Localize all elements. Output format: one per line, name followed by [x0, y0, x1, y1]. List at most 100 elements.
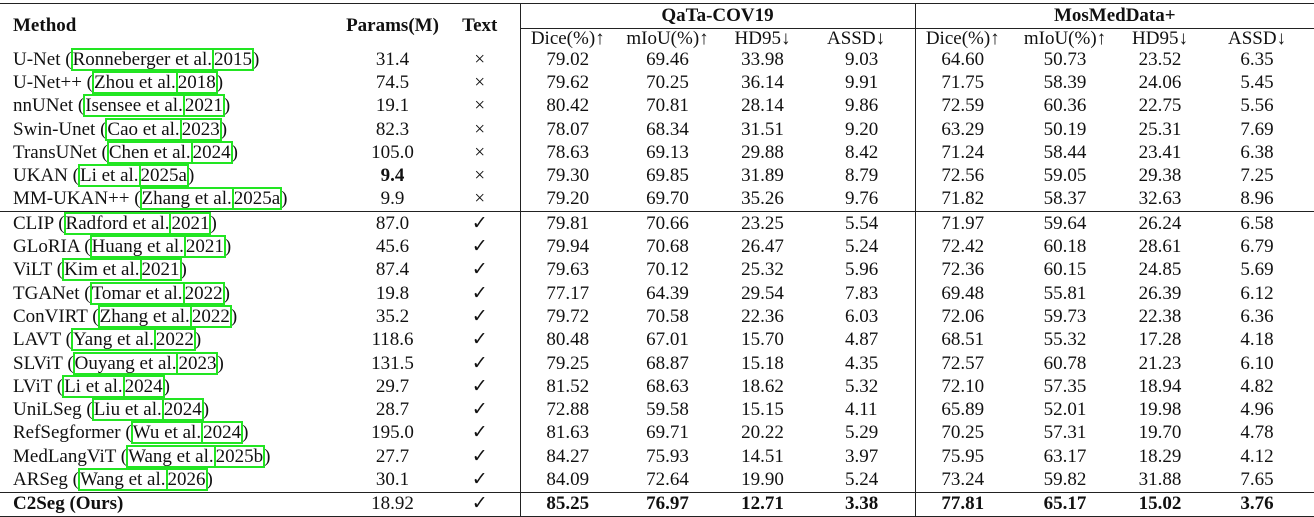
mos-assd-cell: 5.45 [1240, 71, 1274, 93]
method-cell: Swin-Unet (Cao et al. 2023) [13, 117, 228, 141]
citation-year-link[interactable]: 2021 [183, 235, 226, 259]
params-cell: 28.7 [375, 399, 410, 421]
method-cell: SLViT (Ouyang et al. 2023) [13, 351, 224, 375]
citation-authors-link[interactable]: Cao et al. [105, 117, 182, 141]
text-cell: ✓ [471, 329, 488, 351]
mos-miou-cell: 60.78 [1043, 352, 1087, 374]
qata-dice-cell: 79.62 [519, 71, 615, 95]
citation-authors-link[interactable]: Zhang et al. [139, 187, 234, 211]
qata-assd-cell: 6.03 [845, 305, 879, 327]
citation-authors-link[interactable]: Tomar et al. [89, 281, 185, 305]
citation-authors-link[interactable]: Li et al. [62, 374, 125, 398]
citation-authors-link[interactable]: Zhang et al. [97, 304, 192, 328]
header-mos-dice: Dice(%)↑ [914, 28, 1011, 48]
table-row: C2Seg (Ours) 18.92 ✓ 85.25 76.97 12.71 3.38 77.… [0, 491, 1314, 517]
citation-year-link[interactable]: 2022 [189, 304, 232, 328]
header-qata-miou: mIoU(%)↑ [626, 27, 709, 49]
method-cell: ARSeg (Wang et al. 2026) [13, 467, 213, 491]
citation-authors-link[interactable]: Yang et al. [70, 328, 156, 352]
table-row: U-Net++ (Zhou et al. 2018) 74.5 × 79.62 70.25… [0, 70, 1314, 95]
method-cell: UniLSeg (Liu et al. 2024) [13, 398, 210, 422]
mos-miou-cell: 58.44 [1043, 141, 1087, 163]
citation-authors-link[interactable]: Isensee et al. [83, 94, 185, 118]
citation-authors-link[interactable]: Huang et al. [89, 235, 186, 259]
qata-miou-cell: 70.66 [615, 211, 720, 236]
params-cell: 27.7 [375, 445, 410, 467]
citation-year-link[interactable]: 2015 [212, 47, 255, 71]
citation-year-link[interactable]: 2025b [213, 444, 266, 468]
params-cell: 195.0 [371, 422, 414, 444]
citation-year-link[interactable]: 2023 [176, 351, 219, 375]
mos-hd95-cell: 19.70 [1138, 422, 1182, 444]
text-cell: × [474, 141, 486, 163]
citation-authors-link[interactable]: Ouyang et al. [72, 351, 179, 375]
citation-authors-link[interactable]: Chen et al. [106, 140, 193, 164]
method-cell: MM-UKAN++ (Zhang et al. 2025a) [13, 187, 288, 211]
mos-assd-cell: 6.12 [1240, 282, 1274, 304]
citation-year-link[interactable]: 2022 [182, 281, 225, 305]
method-name: LViT [13, 375, 52, 397]
method-name: nnUNet [13, 95, 74, 117]
table-row: ARSeg (Wang et al. 2026) 30.1 ✓ 84.09 72.64 19… [0, 467, 1314, 493]
citation-year-link[interactable]: 2024 [161, 398, 204, 422]
qata-dice-cell: 85.25 [519, 491, 615, 517]
qata-assd-cell: 5.54 [805, 211, 916, 236]
citation-authors-link[interactable]: Wang et al. [77, 467, 168, 491]
citation-year-link[interactable]: 2022 [153, 328, 196, 352]
qata-miou-cell: 68.87 [646, 352, 689, 374]
text-cell: × [474, 48, 486, 70]
citation-authors-link[interactable]: Li et al. [77, 164, 141, 188]
citation-authors-link[interactable]: Liu et al. [91, 398, 164, 422]
qata-miou-cell: 67.01 [646, 329, 689, 351]
method-cell: nnUNet (Isensee et al. 2021) [13, 94, 231, 118]
citation-authors-link[interactable]: Ronneberger et al. [70, 47, 215, 71]
citation-year-link[interactable]: 2023 [179, 117, 222, 141]
table-row: Swin-Unet (Cao et al. 2023) 82.3 × 78.07 68.3… [0, 117, 1314, 142]
qata-assd-cell: 4.35 [845, 352, 879, 374]
qata-dice-cell: 80.42 [519, 94, 615, 118]
mos-hd95-cell: 15.02 [1120, 491, 1201, 517]
citation-authors-link[interactable]: Radford et al. [63, 211, 172, 235]
qata-dice-cell: 78.07 [519, 117, 615, 142]
method-cell: GLoRIA (Huang et al. 2021) [13, 235, 232, 259]
mos-miou-cell: 59.73 [1043, 305, 1087, 327]
mos-miou-cell: 59.64 [1010, 211, 1121, 236]
params-cell: 87.4 [375, 259, 410, 281]
text-cell: ✓ [471, 259, 488, 281]
mos-miou-cell: 59.82 [1043, 468, 1087, 490]
qata-hd95-cell: 15.15 [741, 399, 784, 421]
citation-authors-link[interactable]: Kim et al. [62, 258, 142, 282]
text-cell: ✓ [471, 399, 488, 421]
text-cell: ✓ [471, 445, 488, 467]
citation-year-link[interactable]: 2021 [182, 94, 225, 118]
citation-year-link[interactable]: 2021 [169, 211, 212, 235]
citation-year-link[interactable]: 2018 [175, 70, 218, 94]
qata-hd95-cell: 29.54 [741, 282, 784, 304]
citation-authors-link[interactable]: Zhou et al. [92, 70, 178, 94]
text-cell: ✓ [440, 211, 520, 236]
mos-dice-cell: 68.51 [914, 328, 1011, 352]
mos-hd95-cell: 31.88 [1138, 468, 1182, 490]
citation-authors-link[interactable]: Wang et al. [126, 444, 216, 468]
text-cell: × [474, 95, 486, 117]
qata-hd95-cell: 25.32 [741, 259, 784, 281]
citation-year-link[interactable]: 2024 [201, 421, 244, 445]
citation-year-link[interactable]: 2024 [122, 374, 165, 398]
mos-miou-cell: 58.37 [1043, 188, 1087, 210]
qata-dice-cell: 79.25 [519, 351, 615, 376]
citation-year-link[interactable]: 2021 [139, 258, 182, 282]
citation-year-link[interactable]: 2025a [231, 187, 283, 211]
citation-year-link[interactable]: 2024 [190, 140, 233, 164]
mos-hd95-cell: 26.39 [1138, 282, 1182, 304]
qata-hd95-cell: 12.71 [720, 491, 805, 517]
mos-hd95-cell: 29.38 [1138, 165, 1182, 187]
qata-hd95-cell: 15.70 [741, 329, 784, 351]
text-cell: × [474, 71, 486, 93]
citation-authors-link[interactable]: Wu et al. [130, 421, 204, 445]
method-name: U-Net++ [13, 71, 82, 93]
mos-assd-cell: 4.78 [1240, 422, 1274, 444]
citation-year-link[interactable]: 2025a [138, 164, 189, 188]
qata-dice-cell: 79.02 [519, 48, 615, 72]
citation-year-link[interactable]: 2026 [165, 467, 208, 491]
qata-miou-cell: 69.70 [646, 188, 689, 210]
